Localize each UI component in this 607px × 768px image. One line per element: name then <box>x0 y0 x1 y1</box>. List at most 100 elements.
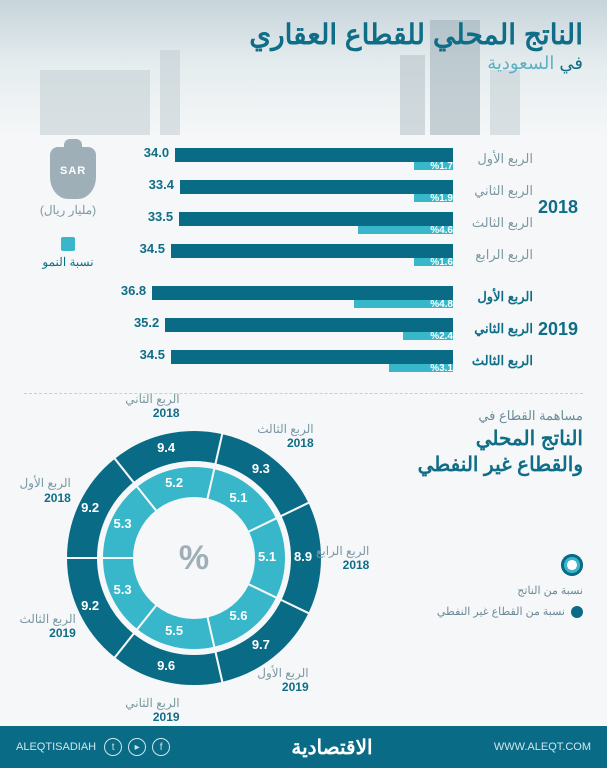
legend-inner-text: نسبة من القطاع غير النفطي <box>437 605 583 618</box>
donut-outer-value: 9.3 <box>252 461 270 476</box>
page-subtitle: في السعودية <box>24 53 583 74</box>
bar-value: 33.5 <box>148 209 179 224</box>
donut-outer-value: 8.9 <box>294 549 312 564</box>
donut-inner-value: 5.2 <box>165 475 183 490</box>
growth-value: %4.6 <box>430 225 453 236</box>
bar-value: 33.4 <box>149 177 180 192</box>
twitter-icon[interactable]: t <box>104 738 122 756</box>
donut-segment-label: الربع الرابع2018 <box>316 544 369 558</box>
donut-inner-value: 5.5 <box>165 623 183 638</box>
bar-track: 36.8%4.8 <box>126 286 453 308</box>
bar-main: 33.4 <box>180 180 453 194</box>
bar-row-list: الربع الأول34.0%1.7الربع الثاني33.4%1.9ا… <box>126 143 533 271</box>
bar-row: الربع الثاني35.2%2.4 <box>126 313 533 345</box>
donut-outer-value: 9.2 <box>81 598 99 613</box>
growth-value: %1.6 <box>430 257 453 268</box>
bar-value: 34.0 <box>144 145 175 160</box>
growth-legend: نسبة النمو <box>42 237 93 269</box>
bar-value: 35.2 <box>134 315 165 330</box>
growth-value: %1.9 <box>430 193 453 204</box>
donut-lead: مساهمة القطاع في <box>415 408 583 424</box>
social-icons: f ▸ t <box>104 738 170 756</box>
footer-site: WWW.ALEQT.COM <box>494 741 591 753</box>
bar-track: 34.0%1.7 <box>126 148 453 170</box>
footer-handle: ALEQTISADIAH <box>16 741 96 753</box>
donut-inner-value: 5.6 <box>229 608 247 623</box>
bar-year-block: 2019الربع الأول36.8%4.8 الربع الثاني 35.2%… <box>126 281 583 377</box>
dot-icon <box>571 606 583 618</box>
bar-track: 34.5%3.1 <box>126 350 453 372</box>
bar-track: 35.2%2.4 <box>126 318 453 340</box>
donut-inner-value: 5.1 <box>229 490 247 505</box>
donut-segment-label: الربع الثاني2019 <box>125 696 179 710</box>
hero: الناتج المحلي للقطاع العقاري في السعودية <box>0 0 607 135</box>
bars-legend: SAR (مليار ريال) نسبة النمو <box>24 143 112 269</box>
bar-row-list: الربع الأول36.8%4.8الربع الثاني35.2%2.4ا… <box>126 281 533 377</box>
donut-inner-value: 5.3 <box>114 516 132 531</box>
bar-row: الربع الرابع34.5%1.6 <box>126 239 533 271</box>
growth-value: %1.7 <box>430 161 453 172</box>
donut-inner-value: 5.3 <box>114 582 132 597</box>
quarter-label: الربع الثاني <box>461 183 533 199</box>
year-label: 2019 <box>533 281 583 377</box>
quarter-label: الربع الرابع <box>461 247 533 263</box>
donut-segment-label: الربع الأول2018 <box>19 476 70 490</box>
donut-chart: % الربع الأول2018الربع الثاني2018الربع ا… <box>24 408 403 738</box>
donut-inner-value: 5.1 <box>258 549 276 564</box>
bar-main: 34.5 <box>171 244 453 258</box>
donut-legend: نسبة من الناتج نسبة من القطاع غير النفطي <box>415 554 583 618</box>
donut-segment-label: الربع الثالث2019 <box>19 612 75 626</box>
legend-outer-text: نسبة من الناتج <box>517 584 583 597</box>
sack-icon: SAR <box>50 147 96 199</box>
bar-year-block: 2018الربع الأول34.0%1.7الربع الثاني33.4%… <box>126 143 583 271</box>
legend-outer <box>561 554 583 576</box>
footer-left: f ▸ t ALEQTISADIAH <box>16 738 170 756</box>
bar-main: 33.5 <box>179 212 453 226</box>
bar-row: الربع الثالث34.5%3.1 <box>126 345 533 377</box>
donut-section: مساهمة القطاع في الناتج المحلي والقطاع غ… <box>0 408 607 738</box>
bar-main: 36.8 <box>152 286 453 300</box>
bar-main: 35.2 <box>165 318 453 332</box>
page-title: الناتج المحلي للقطاع العقاري <box>24 18 583 51</box>
bar-row: الربع الأول36.8%4.8 <box>126 281 533 313</box>
year-label: 2018 <box>533 143 583 271</box>
bar-growth: %4.8 <box>354 300 453 308</box>
bar-track: 34.5%1.6 <box>126 244 453 266</box>
bar-row: الربع الأول34.0%1.7 <box>126 143 533 175</box>
donut-outer-value: 9.6 <box>157 658 175 673</box>
donut-center: % <box>64 428 324 688</box>
bar-value: 34.5 <box>140 241 171 256</box>
bar-rows: 2018الربع الأول34.0%1.7الربع الثاني33.4%… <box>126 143 583 377</box>
ring-icon <box>561 554 583 576</box>
growth-label: نسبة النمو <box>42 255 93 269</box>
youtube-icon[interactable]: ▸ <box>128 738 146 756</box>
donut-outer-value: 9.4 <box>157 440 175 455</box>
bar-row: الربع الثالث33.5%4.6 <box>126 207 533 239</box>
quarter-label: الربع الثالث <box>461 215 533 231</box>
bar-main: 34.5 <box>171 350 453 364</box>
bar-value: 34.5 <box>140 347 171 362</box>
quarter-label: الربع الثالث <box>461 353 533 369</box>
footer: WWW.ALEQT.COM الاقتصادية f ▸ t ALEQTISAD… <box>0 726 607 768</box>
unit-icon: SAR (مليار ريال) <box>40 147 96 217</box>
quarter-label: الربع الثاني <box>461 321 533 337</box>
quarter-label: الربع الأول <box>461 151 533 167</box>
bar-growth: %1.6 <box>414 258 453 266</box>
donut-outer-value: 9.2 <box>81 500 99 515</box>
facebook-icon[interactable]: f <box>152 738 170 756</box>
bar-value: 36.8 <box>121 283 152 298</box>
bar-row: الربع الثاني33.4%1.9 <box>126 175 533 207</box>
unit-label: (مليار ريال) <box>40 203 96 217</box>
donut-segment-label: الربع الثاني2018 <box>125 392 179 406</box>
bar-growth: %3.1 <box>389 364 453 372</box>
bar-growth: %2.4 <box>403 332 453 340</box>
bar-main: 34.0 <box>175 148 453 162</box>
growth-swatch-icon <box>61 237 75 251</box>
bar-growth: %1.9 <box>414 194 453 202</box>
donut-segment-label: الربع الأول2019 <box>257 666 308 680</box>
bar-track: 33.4%1.9 <box>126 180 453 202</box>
growth-value: %2.4 <box>430 331 453 342</box>
donut-outer-value: 9.7 <box>252 637 270 652</box>
bars-section: 2018الربع الأول34.0%1.7الربع الثاني33.4%… <box>0 135 607 389</box>
bar-growth: %4.6 <box>358 226 453 234</box>
